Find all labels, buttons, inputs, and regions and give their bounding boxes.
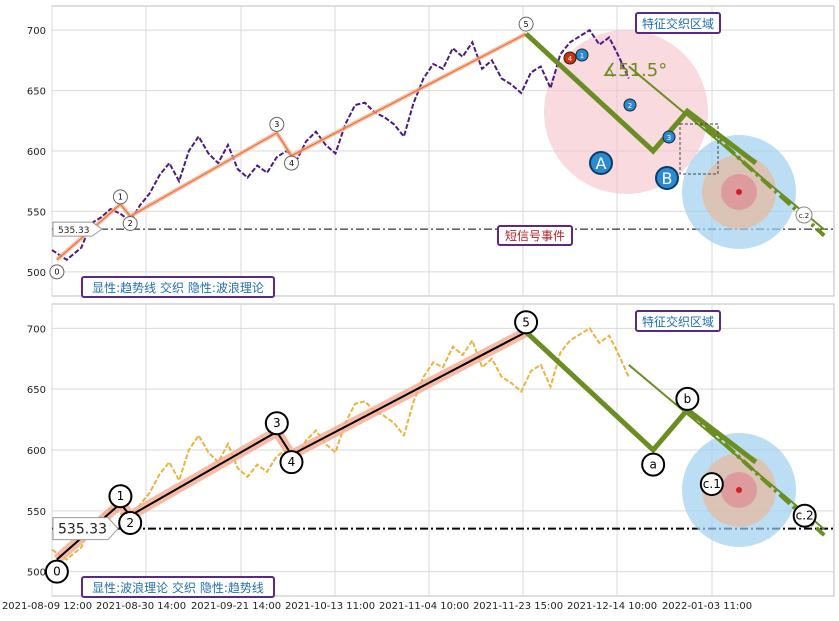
wave-circle-B: [655, 166, 679, 190]
marker-label: 3: [667, 134, 671, 142]
trend-projection-thin: [628, 65, 825, 231]
y-tick-label: 600: [27, 147, 46, 158]
x-tick-label: 2021-08-09 12:00: [2, 601, 92, 612]
legend-box-frame: [81, 576, 275, 598]
wave-label-circle: [641, 452, 666, 477]
marker-label: 1: [580, 52, 584, 60]
y-tick-label: 600: [27, 446, 46, 457]
wave-label-circle: [518, 16, 534, 32]
wave-label-circle: [675, 386, 700, 411]
region-box-text: 特征交织区域: [642, 314, 714, 329]
wave-label: 0: [54, 268, 59, 277]
wave-label: 3: [274, 120, 279, 129]
wave-label-circle: [44, 559, 69, 584]
x-tick-label: 2021-10-13 11:00: [285, 601, 375, 612]
reference-tag-shape: [52, 517, 119, 541]
x-tick-label: 2021-08-30 14:00: [96, 601, 186, 612]
wave-label-circle: [699, 472, 724, 497]
wave-label: 1: [117, 489, 125, 503]
y-tick-label: 700: [27, 324, 46, 335]
wave-label-circle: [792, 503, 817, 528]
correction-wave: [524, 330, 758, 465]
marker-circle: [563, 51, 577, 65]
wave-label-circle: [514, 310, 539, 335]
x-tick-label: 2022-01-03 11:00: [662, 601, 752, 612]
y-tick-label: 500: [27, 568, 46, 579]
wave-label-circle: [269, 116, 285, 132]
wave-label: 3: [273, 416, 281, 430]
y-tick-label: 650: [27, 87, 46, 98]
target-label: c.2: [799, 212, 810, 220]
x-tick-label: 2021-09-21 14:00: [191, 601, 281, 612]
y-tick-label: 550: [27, 507, 46, 518]
wave-label-circle: [122, 216, 138, 231]
legend-box-frame: [81, 276, 275, 298]
wave-label: 0: [53, 565, 61, 579]
wave-circle-label: A: [596, 154, 607, 173]
wave-label: b: [684, 392, 692, 406]
wave-label-circle: [118, 511, 143, 535]
x-tick-label: 2021-12-14 10:00: [567, 601, 657, 612]
y-tick-label: 650: [27, 385, 46, 396]
marker-circle: [662, 130, 676, 144]
wave-label: 5: [522, 315, 530, 329]
zone-center-dot: [736, 189, 742, 195]
wave-label: c.2: [796, 509, 814, 523]
target-circle: [795, 206, 813, 224]
reference-value-tag: 535.33: [52, 221, 103, 237]
wave-label-circle: [49, 264, 65, 280]
wave-label-circle: [283, 155, 299, 171]
reference-tag-text: 535.33: [58, 226, 90, 236]
wave-label: c.1: [703, 477, 721, 491]
wave-label: 5: [524, 20, 529, 29]
focus-rect: [679, 123, 719, 175]
x-tick-label: 2021-11-04 10:00: [379, 601, 469, 612]
panel-bottom: 500 550 600 650 700 0 12 3 4 5 a b c.1 c.2 535.33 特征交织区…: [27, 303, 835, 598]
x-tick-label: 2021-11-23 15:00: [473, 601, 563, 612]
wave-label-circle: [264, 411, 289, 436]
y-tick-label: 550: [27, 207, 46, 218]
legend-box-text: 显性:趋势线 交织 隐性:波浪理论: [92, 280, 264, 295]
signal-box-frame: [497, 225, 573, 246]
wave-line: [56, 331, 527, 561]
region-box-frame: [635, 12, 721, 34]
wave-label: 4: [288, 455, 296, 469]
wave-label-circle: [108, 484, 133, 509]
wave-label: 2: [126, 516, 134, 530]
marker-circle: [623, 98, 637, 112]
wave-label-circle: [279, 450, 304, 475]
y-tick-label: 500: [27, 268, 46, 279]
reference-tag-text: 535.33: [58, 522, 107, 538]
trend-projection-thin: [628, 364, 825, 530]
marker-label: 2: [628, 102, 632, 110]
wave-circle-label: B: [662, 169, 673, 188]
signal-box-text: 短信号事件: [505, 229, 565, 243]
price-series-line: [51, 28, 630, 261]
panel-top: 500 550 600 650 700 0 1 2 3 4 5 535.33 特征交织区域显性:趋势线 …: [27, 5, 835, 298]
wave-line: [56, 33, 527, 261]
wave-label: 1: [118, 193, 123, 202]
wave-label: 2: [128, 219, 133, 228]
marker-label: 4: [568, 55, 573, 63]
angle-label: ∡51.5°: [602, 60, 667, 81]
wave-label: a: [649, 458, 656, 472]
zone-center-dot: [736, 487, 742, 493]
reference-value-tag: 535.33: [52, 517, 119, 541]
marker-circle: [575, 48, 589, 62]
pink-zone: [544, 30, 708, 194]
reference-tag-shape: [52, 221, 103, 237]
region-box-text: 特征交织区域: [642, 16, 714, 31]
legend-box-text: 显性:波浪理论 交织 隐性:趋势线: [92, 580, 264, 595]
region-box-frame: [635, 310, 721, 332]
y-tick-label: 700: [27, 26, 46, 37]
wave-label-circle: [112, 189, 128, 205]
wave-circle-A: [589, 151, 613, 175]
wave-label: 4: [289, 159, 294, 168]
